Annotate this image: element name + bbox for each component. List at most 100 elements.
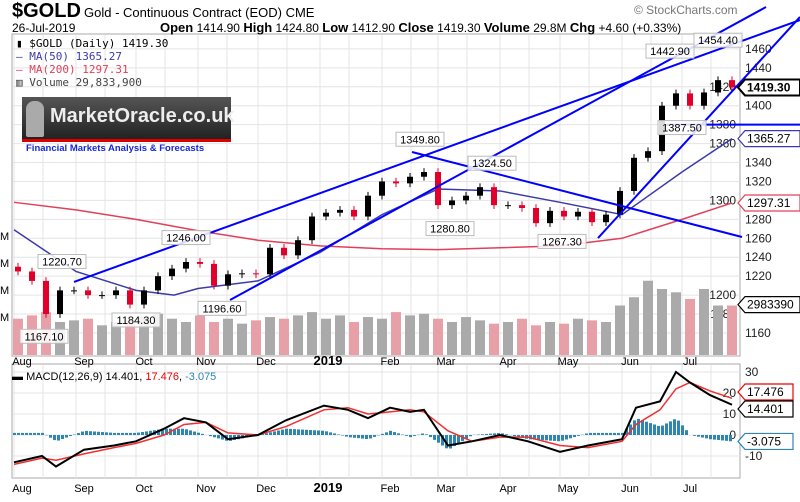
macd-histogram-bar bbox=[469, 435, 472, 437]
macd-histogram-bar bbox=[293, 429, 296, 435]
value-tag bbox=[737, 383, 794, 401]
ohlc-summary: Open 1414.90 High 1424.80 Low 1412.90 Cl… bbox=[160, 20, 681, 36]
candle-body bbox=[15, 266, 21, 272]
macd-histogram-bar bbox=[317, 430, 320, 435]
macd-histogram-bar bbox=[93, 431, 96, 435]
macd-histogram-bar bbox=[181, 428, 184, 435]
macd-histogram-bar bbox=[533, 435, 536, 440]
macd-histogram-bar bbox=[125, 432, 128, 435]
price-tick-label: 1340 bbox=[745, 156, 772, 170]
candle-body bbox=[729, 80, 735, 88]
macd-histogram-bar bbox=[393, 432, 396, 435]
volume-bar bbox=[237, 323, 247, 355]
macd-histogram-bar bbox=[269, 432, 272, 435]
macd-histogram-bar bbox=[61, 435, 64, 440]
month-label: Oct bbox=[135, 483, 152, 495]
macd-histogram-bar bbox=[489, 433, 492, 435]
value-tag bbox=[737, 432, 794, 451]
month-label: May bbox=[558, 483, 579, 495]
macd-histogram-bar bbox=[85, 430, 88, 435]
candle-body bbox=[701, 92, 707, 106]
volume-bar bbox=[125, 320, 135, 355]
symbol-description: Gold - Continuous Contract (EOD) CME bbox=[84, 5, 315, 20]
volume-bar bbox=[363, 317, 373, 355]
candle-body bbox=[449, 200, 455, 206]
macd-histogram-bar bbox=[709, 435, 712, 440]
macd-histogram-bar bbox=[561, 435, 564, 441]
macd-histogram-bar bbox=[549, 435, 552, 441]
macd-histogram-bar bbox=[337, 434, 340, 435]
candle-body bbox=[113, 290, 119, 296]
volume-bar bbox=[587, 320, 597, 355]
macd-histogram-bar bbox=[149, 430, 152, 435]
macd-histogram-bar bbox=[573, 435, 576, 438]
macd-histogram-bar bbox=[369, 435, 372, 439]
macd-histogram-bar bbox=[185, 429, 188, 435]
candle-body bbox=[645, 151, 651, 158]
macd-histogram-bar bbox=[385, 432, 388, 435]
ma200-line bbox=[13, 201, 733, 251]
macd-histogram-bar bbox=[297, 429, 300, 435]
macd-histogram-bar bbox=[69, 435, 72, 437]
macd-histogram-bar bbox=[81, 431, 84, 435]
annotation-box bbox=[395, 131, 445, 147]
annotation-box bbox=[37, 254, 87, 270]
price-tick-label: 1200 bbox=[709, 288, 736, 302]
legend-volume: ▥ Volume 29,833,900 bbox=[16, 76, 142, 89]
macd-histogram-bar bbox=[465, 435, 468, 439]
candle-body bbox=[183, 261, 189, 269]
legend-ma200: — MA(200) 1297.31 bbox=[16, 63, 129, 76]
value-tag bbox=[736, 78, 800, 97]
volume-bar bbox=[559, 323, 569, 355]
volume-bar bbox=[83, 318, 93, 355]
price-annotation: 1184.30 bbox=[117, 315, 156, 327]
close-label: Close bbox=[398, 20, 434, 35]
candle-body bbox=[575, 211, 581, 217]
month-label: Jul bbox=[683, 356, 697, 368]
annotation-box bbox=[657, 120, 707, 136]
volume-bar bbox=[153, 313, 163, 355]
macd-histogram-bar bbox=[137, 432, 140, 435]
macd-histogram-bar bbox=[113, 432, 116, 435]
annotation-box bbox=[537, 233, 587, 249]
value-tag-text: -3.075 bbox=[747, 434, 781, 448]
macd-histogram-bar bbox=[357, 435, 360, 439]
volume-bar bbox=[727, 305, 737, 355]
volume-bar bbox=[447, 322, 457, 355]
macd-histogram-bar bbox=[541, 435, 544, 441]
candle-body bbox=[295, 240, 301, 256]
volume-bar bbox=[405, 315, 415, 355]
macd-histogram-bar bbox=[309, 430, 312, 435]
macd-histogram-bar bbox=[637, 418, 640, 435]
macd-histogram-bar bbox=[441, 435, 444, 446]
value-tag bbox=[737, 295, 800, 314]
annotation-box bbox=[111, 312, 161, 328]
volume-bar bbox=[279, 318, 289, 355]
macd-histogram-bar bbox=[553, 435, 556, 441]
candle-body bbox=[211, 263, 217, 286]
macd-histogram-bar bbox=[117, 432, 120, 435]
volume-bar bbox=[349, 322, 359, 355]
volume-bar bbox=[545, 322, 555, 355]
candle-body bbox=[169, 268, 175, 277]
macd-histogram-bar bbox=[409, 435, 412, 438]
annotation-box bbox=[425, 221, 475, 237]
volume-bar bbox=[419, 313, 429, 355]
macd-histogram-bar bbox=[301, 429, 304, 435]
macd-histogram-bar bbox=[693, 435, 696, 436]
macd-histogram-bar bbox=[457, 435, 460, 444]
macd-tick-label: 0 bbox=[729, 428, 736, 442]
macd-histogram-bar bbox=[217, 435, 220, 439]
price-tick-label: 1320 bbox=[745, 174, 772, 188]
candle-body bbox=[365, 195, 371, 217]
month-label: Jul bbox=[683, 483, 697, 495]
volume-axis-label: M bbox=[0, 312, 9, 324]
macd-histogram-bar bbox=[669, 421, 672, 435]
macd-histogram-bar bbox=[421, 433, 424, 435]
macd-histogram-bar bbox=[273, 431, 276, 435]
volume-bar bbox=[167, 318, 177, 355]
macd-tick-label: -10 bbox=[745, 449, 763, 463]
macd-histogram-bar bbox=[33, 432, 36, 435]
macd-histogram-bar bbox=[285, 428, 288, 435]
